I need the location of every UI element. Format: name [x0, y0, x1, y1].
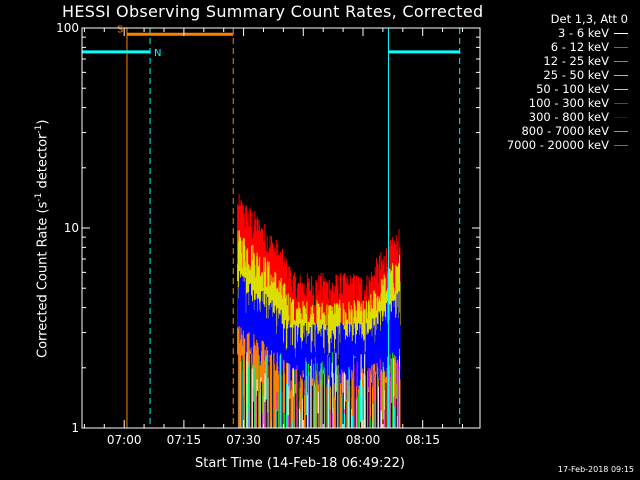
legend-swatch	[614, 74, 628, 76]
legend-swatch	[614, 32, 628, 34]
legend-entry: 7000 - 20000 keV	[486, 138, 628, 152]
x-tick-label: 08:00	[346, 433, 381, 447]
legend-entry: 12 - 25 keV	[486, 54, 628, 68]
legend-entry-label: 3 - 6 keV	[558, 26, 609, 40]
legend-entry-label: 25 - 50 keV	[543, 68, 609, 82]
legend-entry: 6 - 12 keV	[486, 40, 628, 54]
legend-swatch	[614, 116, 628, 118]
legend: Det 1,3, Att 0 3 - 6 keV 6 - 12 keV 12 - 2…	[486, 12, 628, 152]
legend-header: Det 1,3, Att 0	[550, 12, 628, 26]
legend-swatch	[614, 130, 628, 132]
x-tick-label: 07:30	[226, 433, 261, 447]
axis-ticks: 07:00 07:15 07:30 07:45 08:00 08:15 1 10 100	[56, 21, 480, 447]
x-tick-label: 07:15	[167, 433, 202, 447]
legend-swatch	[614, 88, 628, 90]
y-tick-label: 1	[71, 421, 79, 435]
legend-entry-label: 50 - 100 keV	[536, 82, 609, 96]
annotation-label: S	[117, 24, 123, 35]
annotation-label: N	[154, 48, 161, 59]
legend-entry: 25 - 50 keV	[486, 68, 628, 82]
data-layer	[237, 194, 401, 428]
legend-entry-label: 12 - 25 keV	[543, 54, 609, 68]
legend-swatch	[614, 102, 628, 104]
legend-entry-label: 300 - 800 keV	[528, 110, 609, 124]
legend-entry: 50 - 100 keV	[486, 82, 628, 96]
y-axis-label: Corrected Count Rate (s-1 detector-1)	[34, 119, 51, 358]
series-trace	[237, 353, 397, 428]
generation-timestamp: 17-Feb-2018 09:15	[557, 465, 634, 474]
legend-entry: 800 - 7000 keV	[486, 124, 628, 138]
legend-swatch	[614, 60, 628, 62]
x-tick-label: 08:15	[405, 433, 440, 447]
chart-title: HESSI Observing Summary Count Rates, Cor…	[62, 2, 484, 21]
x-axis-label: Start Time (14-Feb-18 06:49:22)	[195, 456, 405, 471]
legend-entry-label: 7000 - 20000 keV	[506, 138, 609, 152]
y-tick-label: 100	[56, 21, 79, 35]
legend-swatch	[614, 46, 628, 48]
legend-entry-label: 100 - 300 keV	[528, 96, 609, 110]
legend-swatch	[614, 144, 628, 146]
y-tick-label: 10	[64, 221, 79, 235]
x-tick-label: 07:00	[107, 433, 142, 447]
legend-entry: 300 - 800 keV	[486, 110, 628, 124]
legend-entry-label: 6 - 12 keV	[550, 40, 609, 54]
legend-entry-label: 800 - 7000 keV	[521, 124, 609, 138]
legend-entry: 3 - 6 keV	[486, 26, 628, 40]
x-tick-label: 07:45	[286, 433, 321, 447]
legend-entry: 100 - 300 keV	[486, 96, 628, 110]
marker-layer: SN	[82, 24, 461, 428]
